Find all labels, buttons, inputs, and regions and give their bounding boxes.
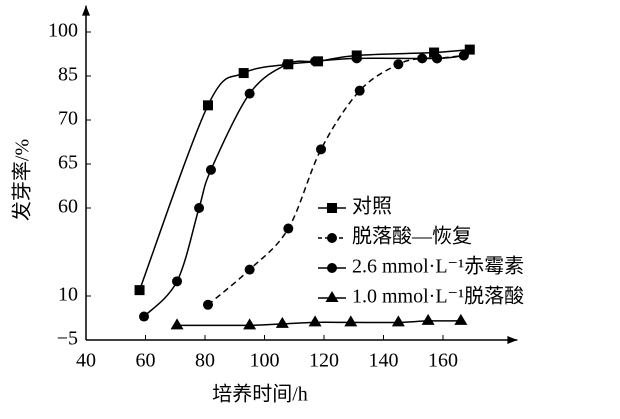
marker	[354, 85, 365, 96]
legend-label: 2.6 mmol·L⁻¹赤霉素	[352, 255, 524, 278]
marker	[393, 59, 404, 70]
marker	[282, 59, 293, 70]
marker	[432, 53, 443, 64]
x-axis-label: 培养时间/h	[212, 383, 308, 406]
marker	[429, 47, 440, 58]
y-tick-label: 10	[58, 284, 78, 306]
y-axis-arrow	[82, 5, 90, 16]
legend-label: 1.0 mmol·L⁻¹脱落酸	[352, 285, 524, 308]
x-tick-label: 100	[250, 350, 280, 372]
marker	[344, 315, 358, 327]
marker	[170, 318, 184, 330]
legend-marker	[325, 291, 339, 302]
marker	[310, 56, 321, 67]
legend-label: 脱落酸—恢复	[352, 225, 472, 248]
legend-label: 对照	[352, 195, 392, 218]
marker	[458, 50, 469, 61]
marker	[238, 68, 249, 79]
marker	[243, 318, 257, 330]
marker	[283, 223, 294, 234]
series-line	[138, 48, 470, 291]
x-tick-label: 120	[309, 350, 339, 372]
y-tick-label: 65	[58, 152, 78, 174]
y-tick-label: 85	[58, 64, 78, 86]
marker	[172, 276, 183, 287]
marker	[464, 44, 475, 55]
x-tick-label: 40	[76, 350, 96, 372]
marker	[351, 53, 362, 64]
y-tick-label: 100	[48, 20, 78, 42]
legend-marker	[327, 233, 337, 243]
marker	[139, 311, 150, 322]
x-tick-label: 140	[369, 350, 399, 372]
y-tick-label: −5	[57, 328, 78, 350]
marker	[134, 285, 145, 296]
legend-marker	[327, 263, 337, 273]
marker	[205, 164, 216, 175]
marker	[202, 100, 213, 111]
x-tick-label: 80	[195, 350, 215, 372]
x-tick-label: 160	[428, 350, 458, 372]
marker	[275, 316, 289, 328]
marker	[244, 88, 255, 99]
marker	[244, 264, 255, 275]
marker	[421, 313, 435, 325]
x-tick-label: 60	[136, 350, 156, 372]
marker	[391, 315, 405, 327]
series-line	[143, 54, 464, 318]
y-tick-label: 70	[58, 108, 78, 130]
marker	[202, 299, 213, 310]
marker	[316, 144, 327, 155]
marker	[308, 315, 322, 327]
legend-marker	[327, 203, 337, 213]
marker	[194, 203, 205, 213]
y-tick-label: 60	[58, 196, 78, 218]
x-axis-arrow	[507, 336, 518, 344]
y-axis-label: 发芽率/%	[11, 139, 34, 221]
marker	[454, 313, 468, 325]
